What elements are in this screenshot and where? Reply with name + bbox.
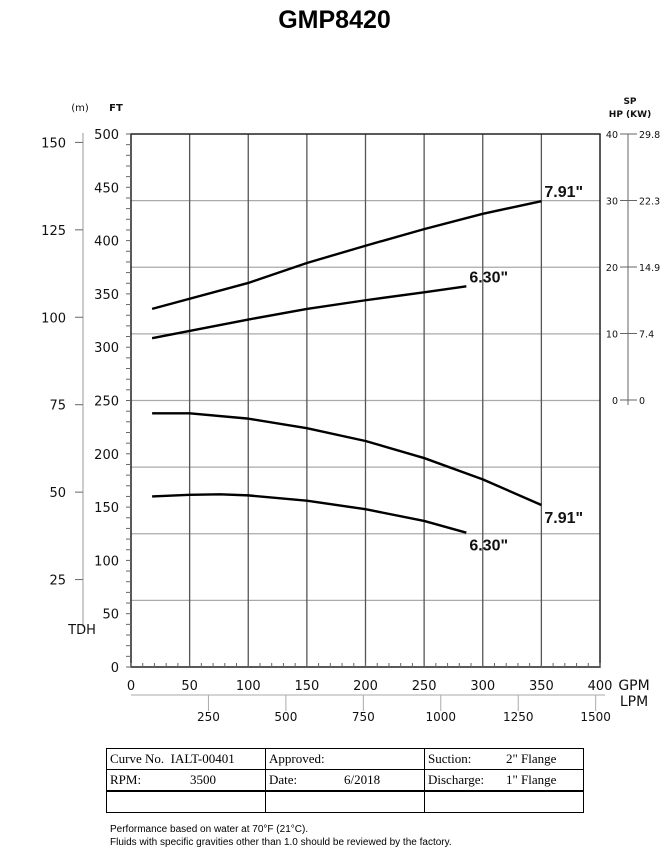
hp-axis-title-sp: SP	[623, 97, 636, 107]
note-line: Fluids with specific gravities other tha…	[110, 837, 452, 848]
hp-tick-label: 40	[606, 130, 618, 141]
chart-title: GMP8420	[278, 6, 391, 34]
power-curve-3	[151, 285, 467, 340]
m-tick-label: 100	[41, 311, 66, 326]
curve-no-cell: Curve No. IALT-00401	[106, 748, 266, 770]
hp-tick-label: 0	[612, 396, 618, 407]
hp-tick-label: 10	[606, 330, 618, 341]
empty-cell	[265, 790, 425, 813]
suction-cell: Suction: 2" Flange	[424, 748, 584, 770]
rpm-value: 3500	[190, 772, 216, 787]
y-tick-label: 200	[94, 448, 119, 463]
rpm-cell: RPM: 3500	[106, 769, 266, 792]
head-curve-0	[152, 412, 542, 507]
m-tick-label: 25	[49, 574, 66, 589]
head-curve-1	[152, 493, 467, 534]
curve-no-value: IALT-00401	[170, 751, 235, 766]
y-unit-ft: FT	[109, 103, 123, 114]
empty-cell	[424, 790, 584, 813]
x-tick-label: 0	[127, 679, 135, 694]
hp-axis-title: HP (KW)	[609, 110, 651, 120]
m-tick-label: 150	[41, 136, 66, 151]
m-tick-label: 50	[49, 486, 66, 501]
x-tick-label: 100	[236, 679, 261, 694]
power-curve-2	[151, 199, 542, 311]
info-table: Curve No. IALT-00401 Approved: Suction: 2…	[106, 748, 584, 813]
y-unit-m: (m)	[71, 103, 89, 114]
empty-cell	[106, 790, 266, 813]
date-label: Date:	[269, 772, 298, 787]
notes: Performance based on water at 70°F (21°C…	[110, 823, 452, 849]
y-tick-label: 400	[94, 235, 119, 250]
x-tick-label: 300	[470, 679, 495, 694]
curve-label: 7.91"	[544, 510, 583, 527]
y-tick-label: 50	[102, 608, 119, 623]
discharge-label: Discharge:	[428, 772, 485, 787]
hp-tick-label: 30	[606, 197, 618, 208]
y-tick-label: 500	[94, 128, 119, 143]
x-tick-label: 200	[353, 679, 378, 694]
x-axis-label-gpm: GPM	[618, 678, 649, 694]
hp-tick-label: 20	[606, 263, 618, 274]
x-tick-label: 400	[588, 679, 613, 694]
y-tick-label: 250	[94, 395, 119, 410]
suction-label: Suction:	[428, 751, 472, 766]
date-cell: Date: 6/2018	[265, 769, 425, 792]
curve-label: 6.30"	[469, 269, 508, 286]
lpm-tick-label: 750	[352, 710, 375, 724]
lpm-tick-label: 1250	[503, 710, 534, 724]
y-tick-label: 150	[94, 501, 119, 516]
suction-value: 2" Flange	[506, 751, 557, 766]
y-tick-label: 350	[94, 288, 119, 303]
y-tick-label: 0	[111, 661, 119, 676]
y-tick-label: 300	[94, 341, 119, 356]
x-axis-label-lpm: LPM	[620, 694, 648, 710]
x-tick-label: 350	[529, 679, 554, 694]
curve-label: 6.30"	[469, 538, 508, 555]
kw-tick-label: 29.8	[639, 130, 660, 141]
x-tick-label: 250	[412, 679, 437, 694]
curve-no-label: Curve No.	[110, 751, 165, 766]
kw-tick-label: 22.3	[639, 197, 660, 208]
lpm-tick-label: 1500	[580, 710, 611, 724]
m-tick-label: 125	[41, 224, 66, 239]
rpm-label: RPM:	[110, 772, 142, 787]
kw-tick-label: 14.9	[639, 263, 660, 274]
lpm-tick-label: 500	[274, 710, 297, 724]
pump-curve-chart: 050100150200250300350400450500FT(m)25507…	[41, 97, 660, 724]
y-tick-label: 100	[94, 554, 119, 569]
m-tick-label: 75	[49, 399, 66, 414]
x-tick-label: 50	[181, 679, 198, 694]
kw-tick-label: 0	[639, 396, 645, 407]
x-tick-label: 150	[294, 679, 319, 694]
kw-tick-label: 7.4	[639, 330, 654, 341]
approved-label: Approved:	[269, 751, 325, 766]
y-axis-label: TDH	[67, 623, 96, 638]
y-tick-label: 450	[94, 181, 119, 196]
approved-cell: Approved:	[265, 748, 425, 770]
lpm-tick-label: 250	[197, 710, 220, 724]
note-line: Performance based on water at 70°F (21°C…	[110, 824, 309, 835]
lpm-tick-label: 1000	[426, 710, 457, 724]
curve-label: 7.91"	[544, 184, 583, 201]
discharge-value: 1" Flange	[506, 772, 557, 787]
discharge-cell: Discharge: 1" Flange	[424, 769, 584, 792]
date-value: 6/2018	[344, 772, 381, 787]
